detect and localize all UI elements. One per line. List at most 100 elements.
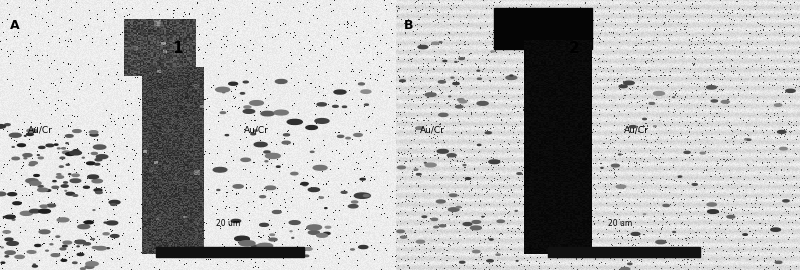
Circle shape <box>226 134 229 136</box>
Circle shape <box>38 209 50 213</box>
Circle shape <box>417 174 421 175</box>
Circle shape <box>616 185 626 188</box>
Circle shape <box>470 226 482 230</box>
Circle shape <box>84 243 90 245</box>
Text: 2: 2 <box>569 41 580 56</box>
Circle shape <box>96 155 108 158</box>
Circle shape <box>239 241 255 246</box>
Circle shape <box>58 148 60 149</box>
Circle shape <box>70 151 82 155</box>
Circle shape <box>56 176 63 178</box>
Circle shape <box>490 239 493 240</box>
Circle shape <box>78 225 90 229</box>
Circle shape <box>82 157 84 158</box>
Circle shape <box>59 166 63 167</box>
Circle shape <box>774 104 782 106</box>
Circle shape <box>46 144 54 147</box>
Circle shape <box>416 240 425 243</box>
Circle shape <box>269 238 277 241</box>
Circle shape <box>459 58 464 60</box>
Circle shape <box>333 105 338 107</box>
Circle shape <box>92 247 98 249</box>
Circle shape <box>30 209 40 213</box>
Circle shape <box>243 81 248 83</box>
Circle shape <box>251 133 255 135</box>
Circle shape <box>307 225 322 230</box>
Circle shape <box>88 175 98 179</box>
Circle shape <box>53 181 56 182</box>
Circle shape <box>104 222 106 223</box>
Circle shape <box>431 218 438 221</box>
Circle shape <box>361 90 371 93</box>
Circle shape <box>747 139 751 140</box>
Circle shape <box>96 247 106 250</box>
Circle shape <box>38 185 43 187</box>
Circle shape <box>38 157 43 159</box>
Circle shape <box>416 127 423 129</box>
Circle shape <box>778 130 786 133</box>
Circle shape <box>342 191 347 193</box>
Circle shape <box>611 164 619 167</box>
Circle shape <box>39 230 50 234</box>
Circle shape <box>72 174 79 177</box>
Circle shape <box>348 205 358 208</box>
Circle shape <box>447 154 456 157</box>
Circle shape <box>678 176 682 177</box>
Circle shape <box>57 174 61 175</box>
Circle shape <box>5 256 9 257</box>
Circle shape <box>229 82 238 85</box>
Circle shape <box>29 164 34 166</box>
Circle shape <box>780 147 787 150</box>
Circle shape <box>434 226 438 228</box>
Circle shape <box>0 124 6 128</box>
Circle shape <box>486 132 491 134</box>
Circle shape <box>38 155 39 156</box>
Text: 20 um: 20 um <box>216 219 240 228</box>
Circle shape <box>309 231 319 234</box>
Circle shape <box>352 201 358 203</box>
Circle shape <box>304 248 312 250</box>
Circle shape <box>262 251 273 254</box>
Circle shape <box>86 262 98 266</box>
Circle shape <box>265 161 268 162</box>
Circle shape <box>13 202 21 205</box>
Circle shape <box>274 110 288 115</box>
Circle shape <box>50 244 53 245</box>
Circle shape <box>287 119 302 124</box>
Circle shape <box>51 254 59 256</box>
Circle shape <box>422 216 426 218</box>
Circle shape <box>342 106 346 107</box>
Circle shape <box>34 264 35 265</box>
Circle shape <box>216 87 230 92</box>
Circle shape <box>26 133 34 136</box>
Circle shape <box>220 112 226 114</box>
Circle shape <box>243 109 254 113</box>
Circle shape <box>496 254 500 255</box>
Circle shape <box>8 193 17 196</box>
Circle shape <box>5 215 15 219</box>
Circle shape <box>282 141 290 144</box>
Circle shape <box>358 245 368 249</box>
Circle shape <box>289 221 300 224</box>
Circle shape <box>38 146 45 148</box>
Circle shape <box>497 220 504 222</box>
Circle shape <box>85 265 94 268</box>
Circle shape <box>91 153 98 154</box>
Circle shape <box>477 70 480 71</box>
Circle shape <box>95 158 102 161</box>
Circle shape <box>78 253 84 256</box>
Circle shape <box>26 179 38 183</box>
Circle shape <box>727 215 734 218</box>
Circle shape <box>326 226 330 228</box>
Circle shape <box>450 194 457 197</box>
Circle shape <box>65 190 66 191</box>
Circle shape <box>775 261 782 264</box>
Circle shape <box>786 89 795 92</box>
Circle shape <box>27 129 37 133</box>
Circle shape <box>656 240 666 244</box>
Circle shape <box>10 133 22 137</box>
Circle shape <box>2 247 3 248</box>
Circle shape <box>54 144 58 145</box>
Circle shape <box>40 205 47 208</box>
Circle shape <box>487 260 494 262</box>
